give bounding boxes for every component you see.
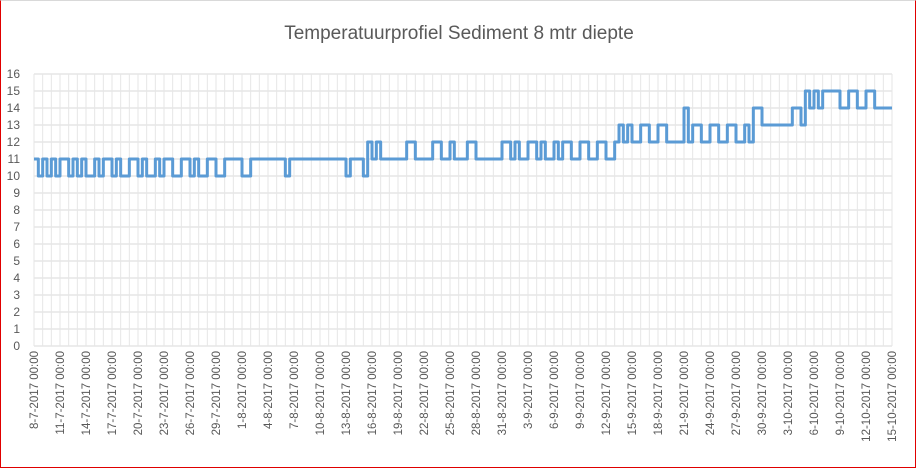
y-tick-label: 8 xyxy=(13,203,20,217)
x-tick-label: 29-7-2017 00:00 xyxy=(211,351,223,435)
x-tick-label: 16-8-2017 00:00 xyxy=(367,351,379,435)
y-tick-label: 12 xyxy=(7,135,21,149)
y-tick-label: 15 xyxy=(7,84,21,98)
y-tick-label: 2 xyxy=(13,305,20,319)
x-axis-ticks: 8-7-2017 00:00 11-7-2017 00:00 14-7-2017 0… xyxy=(29,351,899,442)
y-tick-label: 9 xyxy=(13,186,20,200)
x-tick-label: 8-7-2017 00:00 xyxy=(29,351,41,429)
x-tick-label: 10-8-2017 00:00 xyxy=(315,351,327,435)
x-tick-label: 3-9-2017 00:00 xyxy=(523,351,535,429)
x-tick-label: 23-7-2017 00:00 xyxy=(159,351,171,435)
y-tick-label: 10 xyxy=(7,169,21,183)
x-tick-label: 4-8-2017 00:00 xyxy=(263,351,275,429)
y-tick-label: 0 xyxy=(13,339,20,353)
x-tick-label: 1-8-2017 00:00 xyxy=(237,351,249,429)
x-tick-label: 14-7-2017 00:00 xyxy=(81,351,93,435)
x-tick-label: 15-10-2017 00:00 xyxy=(887,351,899,442)
y-tick-label: 4 xyxy=(13,271,20,285)
x-tick-label: 25-8-2017 00:00 xyxy=(445,351,457,435)
x-tick-label: 22-8-2017 00:00 xyxy=(419,351,431,435)
x-tick-label: 11-7-2017 00:00 xyxy=(55,351,67,435)
x-tick-label: 9-9-2017 00:00 xyxy=(575,351,587,429)
y-tick-label: 11 xyxy=(8,152,21,166)
chart-title: Temperatuurprofiel Sediment 8 mtr diepte xyxy=(284,23,634,44)
x-tick-label: 12-10-2017 00:00 xyxy=(861,351,873,442)
y-tick-label: 16 xyxy=(7,67,21,81)
x-tick-label: 20-7-2017 00:00 xyxy=(133,351,145,435)
y-tick-label: 6 xyxy=(13,237,20,251)
x-tick-label: 7-8-2017 00:00 xyxy=(289,351,301,429)
x-tick-label: 17-7-2017 00:00 xyxy=(107,351,119,435)
x-tick-label: 15-9-2017 00:00 xyxy=(627,351,639,435)
x-tick-label: 21-9-2017 00:00 xyxy=(679,351,691,435)
y-tick-label: 1 xyxy=(13,322,20,336)
x-tick-label: 24-9-2017 00:00 xyxy=(705,351,717,435)
x-tick-label: 26-7-2017 00:00 xyxy=(185,351,197,435)
y-tick-label: 7 xyxy=(13,220,20,234)
x-tick-label: 18-9-2017 00:00 xyxy=(653,351,665,435)
x-tick-label: 28-8-2017 00:00 xyxy=(471,351,483,435)
x-tick-label: 27-9-2017 00:00 xyxy=(731,351,743,435)
x-tick-label: 30-9-2017 00:00 xyxy=(757,351,769,435)
x-tick-label: 12-9-2017 00:00 xyxy=(601,351,613,435)
x-tick-label: 6-9-2017 00:00 xyxy=(549,351,561,429)
x-tick-label: 19-8-2017 00:00 xyxy=(393,351,405,435)
x-tick-label: 6-10-2017 00:00 xyxy=(809,351,821,435)
y-tick-label: 13 xyxy=(7,118,21,132)
x-tick-label: 31-8-2017 00:00 xyxy=(497,351,509,435)
temperature-series-line xyxy=(34,89,892,178)
y-tick-label: 14 xyxy=(7,101,21,115)
x-tick-label: 3-10-2017 00:00 xyxy=(783,351,795,435)
y-tick-label: 3 xyxy=(13,288,20,302)
y-tick-label: 5 xyxy=(13,254,20,268)
x-tick-label: 9-10-2017 00:00 xyxy=(835,351,847,435)
x-tick-label: 13-8-2017 00:00 xyxy=(341,351,353,435)
